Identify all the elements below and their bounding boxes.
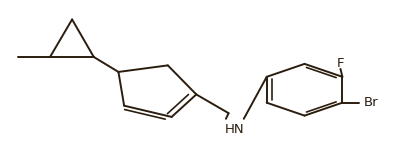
Text: HN: HN xyxy=(225,123,244,136)
Text: Br: Br xyxy=(364,96,378,109)
Text: F: F xyxy=(337,57,344,70)
